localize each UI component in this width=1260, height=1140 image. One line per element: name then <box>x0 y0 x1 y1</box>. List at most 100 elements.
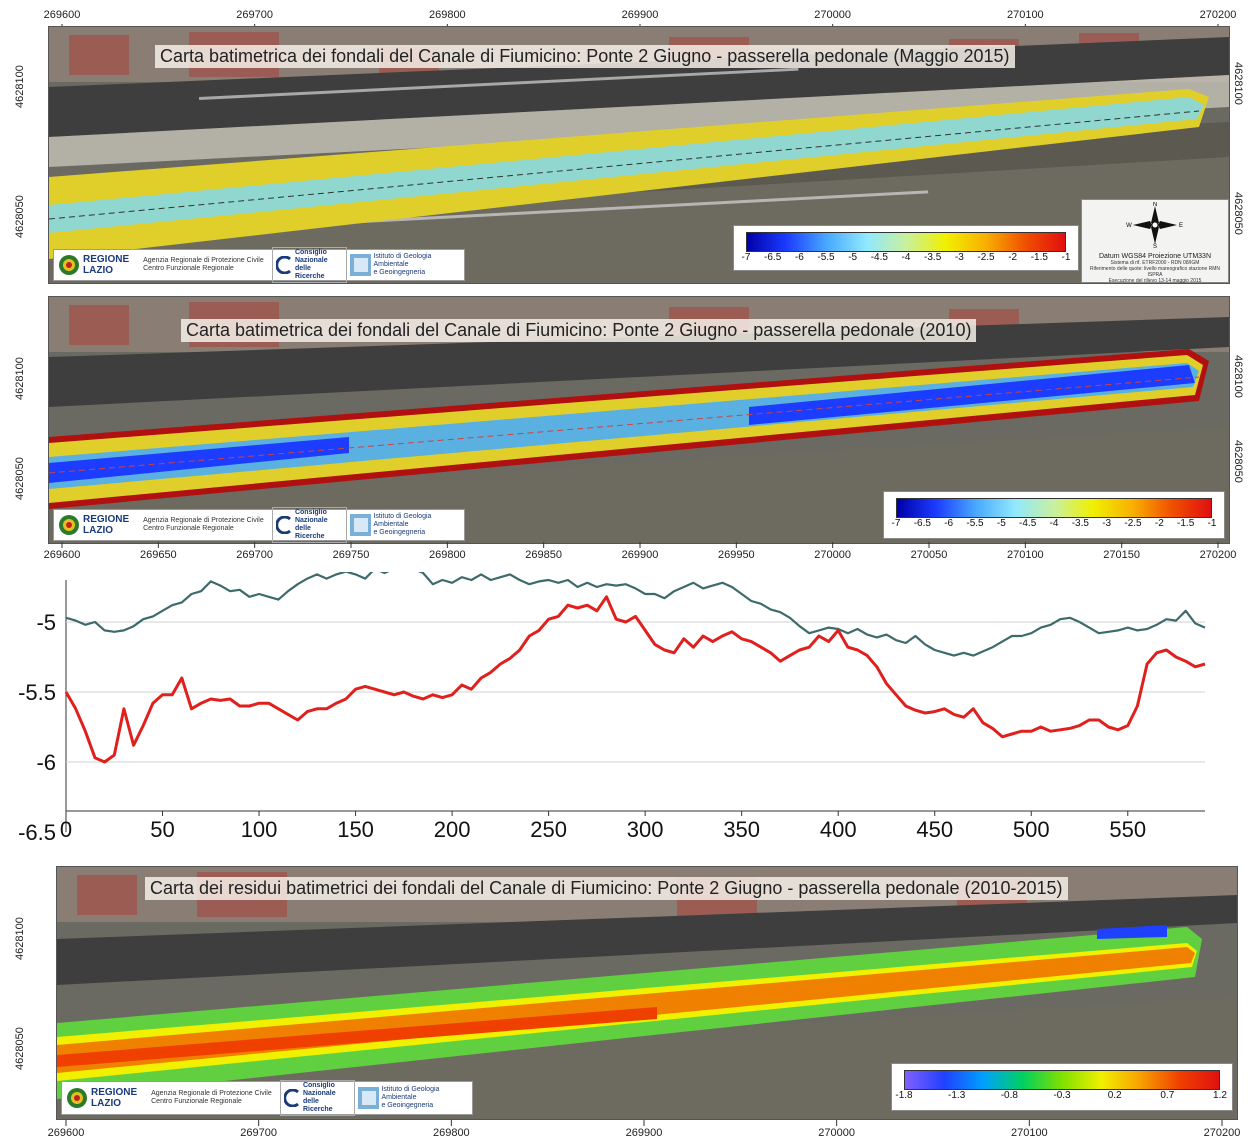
cnr-emblem-icon <box>275 516 291 534</box>
map-tick-label: 270000 <box>818 1127 855 1139</box>
agenzia-label: Agenzia Regionale di Protezione Civile <box>143 257 264 264</box>
legend-tick-label: -7 <box>741 252 751 263</box>
cnr-line1: Consiglio <box>302 1082 335 1089</box>
legend-tick-label: -0.8 <box>1000 1090 1018 1101</box>
panel1-y-tick-right-2: 4628050 <box>1232 192 1244 235</box>
legend-tick-label: -2 <box>1154 518 1164 529</box>
legend-tick-label: -5 <box>848 252 858 263</box>
legend-tick-label: -6.5 <box>913 518 931 529</box>
igag-logo: Istituto di Geologia Ambientale e Geoing… <box>350 253 464 277</box>
map-tick-label: 269850 <box>525 549 562 561</box>
profile-line-2015 <box>65 572 1206 657</box>
cnr-line1: Consiglio <box>294 509 327 516</box>
chart-y-tick-label: -6.5 <box>18 820 56 845</box>
legend-tick-label: -4 <box>1049 518 1059 529</box>
map-tick-label: 269950 <box>718 549 755 561</box>
map-tick-label: 269650 <box>140 549 177 561</box>
centro-funzionale-label: Centro Funzionale Regionale <box>143 525 234 532</box>
map-tick-label: 270200 <box>1204 1127 1241 1139</box>
cnr-line3: Ricerche <box>294 273 325 280</box>
map-title-residual: Carta dei residui batimetrici dei fondal… <box>145 877 1068 900</box>
chart-y-tick-label: -5.5 <box>18 680 56 705</box>
legend-tick-label: -1 <box>1207 518 1217 529</box>
legend-tick-label: 0.7 <box>1160 1090 1175 1101</box>
map-tick-label: 270000 <box>814 9 851 21</box>
legend-tick-label: -3 <box>954 252 964 263</box>
depth-legend-2015: -7 -6.5 -6 -5.5 -5 -4.5 -4 -3.5 -3 -2.5 -2 -1.5 -1 <box>733 225 1079 271</box>
panel2-y-tick-left-2: 4628050 <box>14 457 26 500</box>
regione-lazio-emblem-icon <box>59 255 79 275</box>
map-title-2010: Carta batimetrica dei fondali del Canale… <box>181 319 977 342</box>
logo-strip-residual: REGIONE LAZIO Agenzia Regionale di Prote… <box>61 1080 473 1116</box>
datum-line-3: Esecuzione del rilievo 13-14 maggio 2015 <box>1108 278 1202 284</box>
panel2-x-ticks-bottom: 269600 269650 269700 269750 269800 269850 2699… <box>44 542 1236 561</box>
depth-colorbar-2010 <box>896 498 1212 518</box>
legend-tick-label: -2 <box>1008 252 1018 263</box>
legend-tick-label: -2.5 <box>977 252 995 263</box>
profile-line-2010 <box>64 595 1206 764</box>
regione-lazio-emblem-icon <box>59 515 79 535</box>
chart-x-tick-label: 350 <box>723 817 760 842</box>
legend-tick-label: -7 <box>891 518 901 529</box>
panel3-y-tick-left-2: 4628050 <box>14 1027 26 1070</box>
datum-line-2: Riferimento delle quote: livello mareogr… <box>1089 266 1221 278</box>
map-tick-label: 269700 <box>236 9 273 21</box>
cnr-line2: Nazionale delle <box>302 1090 336 1105</box>
map-tick-label: 270100 <box>1007 549 1044 561</box>
agenzia-label: Agenzia Regionale di Protezione Civile <box>151 1090 272 1097</box>
chart-y-tick-label: -6 <box>36 750 56 775</box>
igag-line1: Istituto di Geologia Ambientale <box>373 513 432 528</box>
panel1-y-tick-left-1: 4628100 <box>14 65 26 108</box>
panel3-x-ticks-bottom: 269600 269700 269800 269900 270000 270100 2702… <box>48 1120 1241 1139</box>
compass-rose-icon: N S W E <box>1126 202 1183 250</box>
legend-tick-label: 1.2 <box>1213 1090 1227 1101</box>
map-tick-label: 269800 <box>429 9 466 21</box>
datum-line-1: Sistema di rif. ETRF2000 - RDN 08/IGM <box>1110 260 1200 266</box>
cnr-emblem-icon <box>283 1089 299 1107</box>
chart-x-tick-label: 100 <box>241 817 278 842</box>
regione-lazio-emblem-icon <box>67 1088 87 1108</box>
map-tick-label: 269800 <box>429 549 466 561</box>
igag-line2: e Geoingegneria <box>381 1102 434 1109</box>
legend-tick-label: -5.5 <box>966 518 984 529</box>
map-tick-label: 270100 <box>1011 1127 1048 1139</box>
panel2-y-tick-right-2: 4628050 <box>1232 440 1244 483</box>
chart-x-tick-label: 250 <box>530 817 567 842</box>
legend-tick-label: -3.5 <box>924 252 942 263</box>
residual-map-2010-2015: Carta dei residui batimetrici dei fondal… <box>56 866 1238 1120</box>
legend-tick-label: -2.5 <box>1124 518 1142 529</box>
regione-lazio-logo: REGIONE LAZIO <box>54 254 129 276</box>
map-tick-label: 269750 <box>333 549 370 561</box>
map-tick-label: 270000 <box>814 549 851 561</box>
cnr-line2: Nazionale delle <box>294 517 328 532</box>
legend-tick-label: -3 <box>1102 518 1112 529</box>
legend-tick-label: -1.8 <box>895 1090 913 1101</box>
map-tick-label: 269900 <box>622 549 659 561</box>
regione-label: REGIONE <box>83 514 130 525</box>
igag-line2: e Geoingegneria <box>373 529 426 536</box>
map-tick-label: 269900 <box>622 9 659 21</box>
legend-tick-label: -1.5 <box>1177 518 1195 529</box>
legend-tick-label: -6 <box>944 518 954 529</box>
map-tick-label: 269600 <box>44 549 81 561</box>
cnr-line2: Nazionale delle <box>294 257 328 272</box>
legend-tick-label: -6.5 <box>764 252 782 263</box>
igag-emblem-icon <box>350 514 372 536</box>
legend-tick-label: -1 <box>1061 252 1071 263</box>
north-label: N <box>1153 202 1157 208</box>
chart-x-tick-label: 0 <box>60 817 72 842</box>
depth-legend-2010: -7 -6.5 -6 -5.5 -5 -4.5 -4 -3.5 -3 -2.5 -2 -1.5 -1 <box>883 491 1225 539</box>
legend-tick-label: -4 <box>901 252 911 263</box>
centro-funzionale-label: Centro Funzionale Regionale <box>151 1098 242 1105</box>
panel1-x-ticks-top: 269600 269700 269800 269900 270000 270100 2702… <box>44 9 1236 30</box>
regione-label: REGIONE <box>91 1087 138 1098</box>
bathymetry-map-2010: Carta batimetrica dei fondali del Canale… <box>48 296 1230 544</box>
panel2-y-tick-left-1: 4628100 <box>14 357 26 400</box>
east-label: E <box>1179 223 1183 229</box>
south-label: S <box>1153 244 1157 248</box>
igag-emblem-icon <box>358 1087 380 1109</box>
cnr-line3: Ricerche <box>302 1106 333 1113</box>
logo-strip-2010: REGIONE LAZIO Agenzia Regionale di Prote… <box>53 507 465 543</box>
depth-profile-chart: -5 -5.5 -6 -6.5 0 50 100 150 200 250 300 350 400 450 5… <box>18 572 1206 845</box>
bathymetry-map-2015: Carta batimetrica dei fondali del Canale… <box>48 26 1230 284</box>
